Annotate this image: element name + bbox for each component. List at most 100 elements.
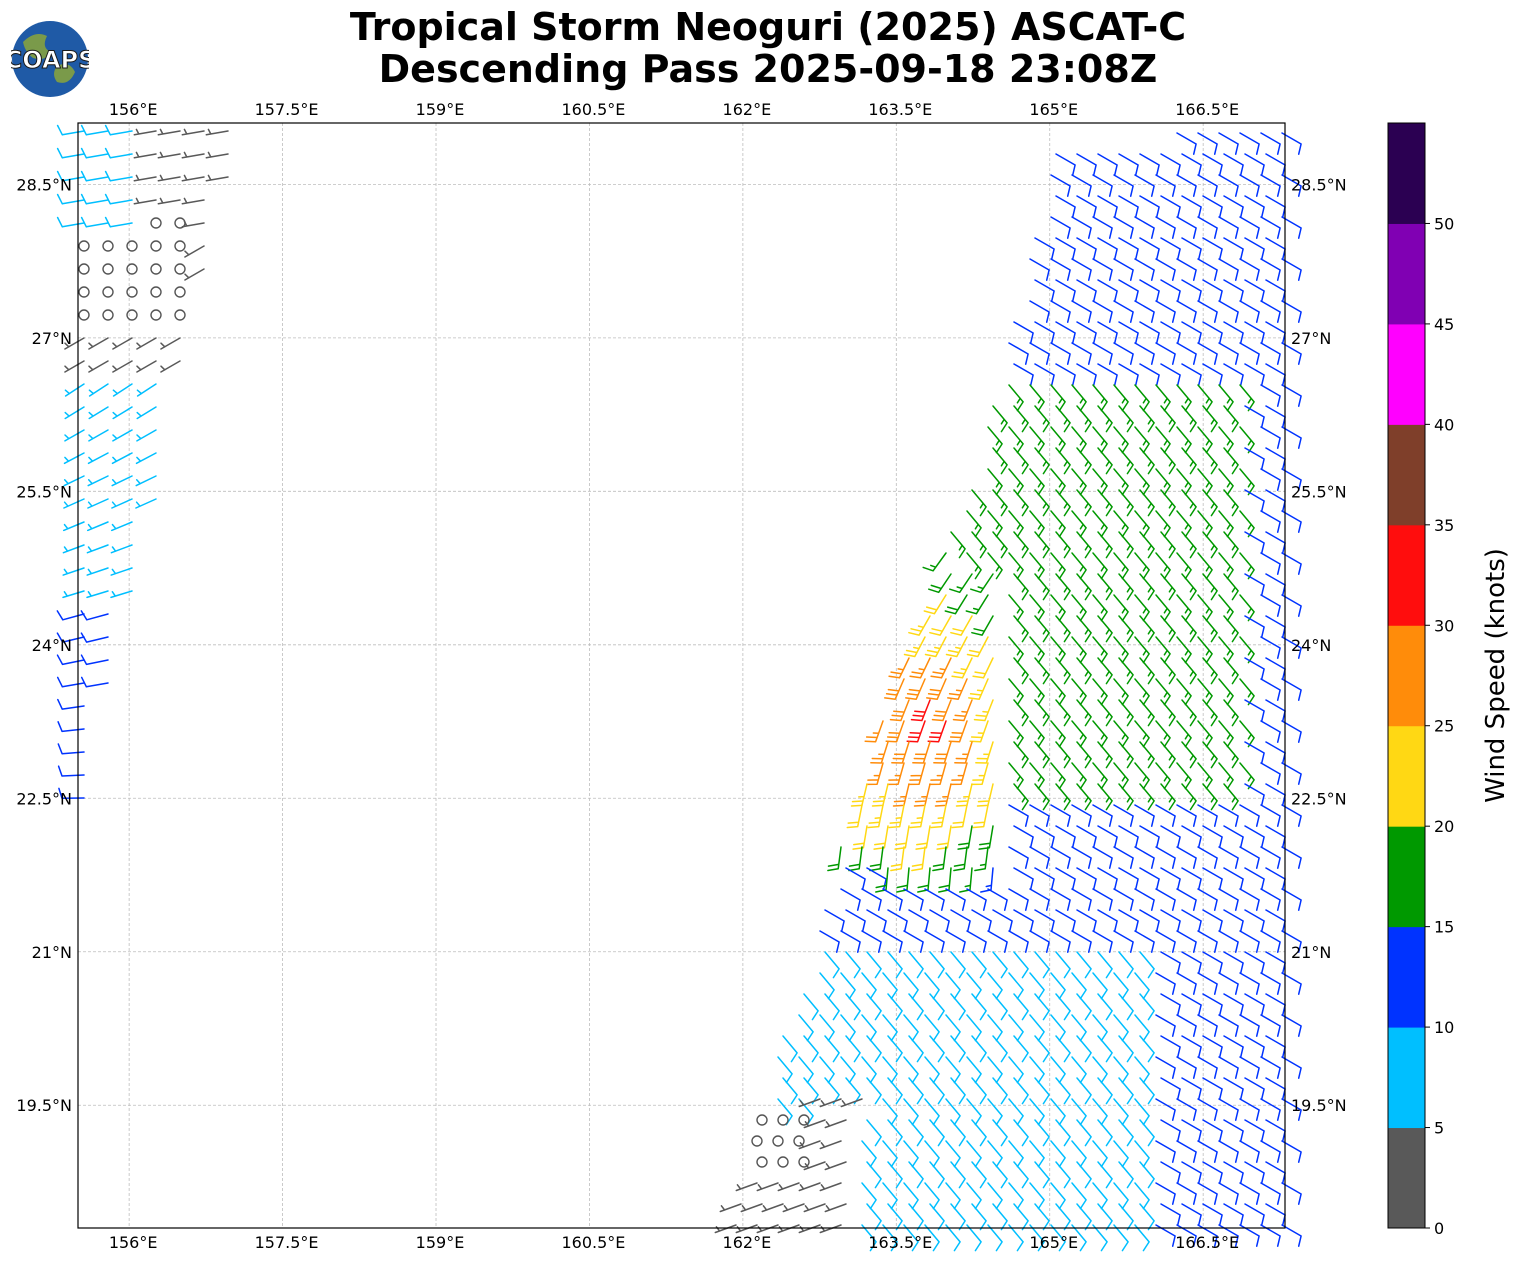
wind-barb-e930	[887, 1203, 903, 1231]
wind-barb-w62	[112, 360, 133, 373]
wind-barb-e54	[1076, 237, 1097, 260]
wind-barb-w56	[88, 337, 109, 350]
wind-barb-w15	[80, 170, 109, 182]
wind-barb-e858	[1008, 1140, 1024, 1168]
wind-barb-e925	[761, 1203, 784, 1213]
wind-barb-e391	[1076, 699, 1092, 727]
calm-marker-e848	[793, 1135, 805, 1147]
colorbar-tick-label-10: 50	[1434, 214, 1454, 233]
wind-barb-e625	[1176, 930, 1197, 953]
wind-barb-e907	[966, 1182, 982, 1210]
wind-barb-w96	[86, 567, 109, 576]
wind-barb-e131	[1055, 363, 1076, 386]
wind-barb-e638	[971, 951, 987, 979]
calm-marker-e847	[772, 1135, 784, 1147]
wind-barb-e368	[968, 678, 989, 700]
wind-barb-e813	[1134, 1098, 1150, 1126]
wind-barb-e782	[992, 1077, 1008, 1105]
wind-barb-e658	[924, 972, 940, 1000]
wind-barb-e264	[1008, 552, 1024, 580]
wind-barb-e730	[929, 1035, 945, 1063]
wind-barb-e697	[1244, 993, 1265, 1016]
wind-barb-e373	[1092, 678, 1108, 706]
wind-barb-e357	[1139, 657, 1155, 685]
wind-barb-e499	[1260, 804, 1281, 827]
wind-barb-e278	[928, 573, 952, 594]
wind-barb-e135	[1139, 363, 1160, 386]
wind-barb-e433	[1139, 741, 1155, 769]
wind-barb-e367	[947, 678, 968, 700]
wind-barb-e122	[1155, 342, 1176, 365]
wind-barb-e401	[864, 720, 884, 743]
wind-barb-e290	[1202, 573, 1218, 601]
wind-barb-e50	[1260, 216, 1281, 239]
wind-barb-e968	[1134, 1224, 1150, 1252]
wind-barb-e595	[1013, 909, 1034, 932]
chart-title: Tropical Storm Neoguri (2025) ASCAT-C De…	[0, 6, 1524, 90]
wind-barb-e867	[1197, 1140, 1218, 1163]
wind-barb-e812	[1113, 1098, 1129, 1126]
wind-barb-e701	[840, 1014, 856, 1042]
wind-barb-e22	[1155, 174, 1176, 197]
wind-barb-e522	[848, 846, 863, 872]
wind-barb-e687	[1034, 993, 1050, 1021]
wind-barb-e599	[1097, 909, 1118, 932]
wind-barb-e838	[1118, 1119, 1134, 1147]
wind-barb-e920	[1239, 1182, 1260, 1205]
wind-barb-w90	[86, 521, 109, 532]
wind-barb-e683	[950, 993, 966, 1021]
wind-barb-e824	[803, 1119, 826, 1129]
wind-barb-e463	[913, 783, 931, 807]
wind-barb-e530	[1029, 846, 1050, 869]
wind-barb-e287	[1139, 573, 1155, 601]
wind-barb-e878	[887, 1161, 903, 1189]
wind-barb-e24	[1197, 174, 1218, 197]
wind-barb-e757	[987, 1056, 1003, 1084]
wind-barb-e581	[1197, 888, 1218, 911]
wind-barb-e323	[1181, 615, 1197, 643]
wind-barb-w86	[87, 498, 109, 509]
wind-barb-e841	[1181, 1119, 1202, 1142]
wind-barb-e805	[966, 1098, 982, 1126]
wind-barb-e250	[1055, 531, 1071, 559]
wind-barb-w113	[58, 787, 85, 800]
wind-barb-e256	[1181, 531, 1197, 559]
wind-barb-e659	[945, 972, 961, 1000]
wind-barb-e940	[1097, 1203, 1113, 1231]
wind-barb-e584	[1260, 888, 1281, 911]
wind-barb-e933	[950, 1203, 966, 1231]
wind-barb-e340	[1176, 636, 1192, 664]
wind-barb-e891	[1160, 1161, 1181, 1184]
wind-barb-e32	[1118, 195, 1139, 218]
wind-barb-e496	[1197, 804, 1218, 827]
wind-barb-e246	[971, 531, 987, 559]
calm-marker-w36	[150, 240, 162, 252]
wind-barb-e348	[930, 657, 952, 679]
wind-barb-e760	[1050, 1056, 1066, 1084]
wind-barb-w72	[136, 406, 157, 420]
wind-barb-e254	[1139, 531, 1155, 559]
wind-barb-e86	[1223, 279, 1244, 302]
wind-barb-e883	[992, 1161, 1008, 1189]
wind-barb-e790	[1160, 1077, 1181, 1100]
wind-barb-e498	[1239, 804, 1260, 827]
wind-barb-e721	[1260, 1014, 1281, 1037]
wind-barb-e191	[1118, 447, 1134, 475]
wind-barb-e68	[1113, 258, 1134, 281]
wind-barb-e186	[1013, 447, 1029, 475]
wind-barb-e713	[1092, 1014, 1108, 1042]
wind-barb-e590	[908, 909, 929, 932]
calm-marker-w51	[102, 309, 114, 321]
wind-barb-e298	[1029, 594, 1045, 622]
wind-barb-e641	[1034, 951, 1050, 979]
wind-barb-e674	[1260, 972, 1281, 995]
wind-barb-e534	[1113, 846, 1134, 869]
wind-barb-e241	[1218, 510, 1234, 538]
wind-barb-e237	[1134, 510, 1150, 538]
wind-barb-e772	[782, 1077, 798, 1105]
wind-barb-e770	[1260, 1056, 1281, 1079]
wind-barb-e27	[1260, 174, 1281, 197]
wind-barb-e473	[1139, 783, 1155, 811]
wind-barb-e953	[798, 1224, 821, 1234]
